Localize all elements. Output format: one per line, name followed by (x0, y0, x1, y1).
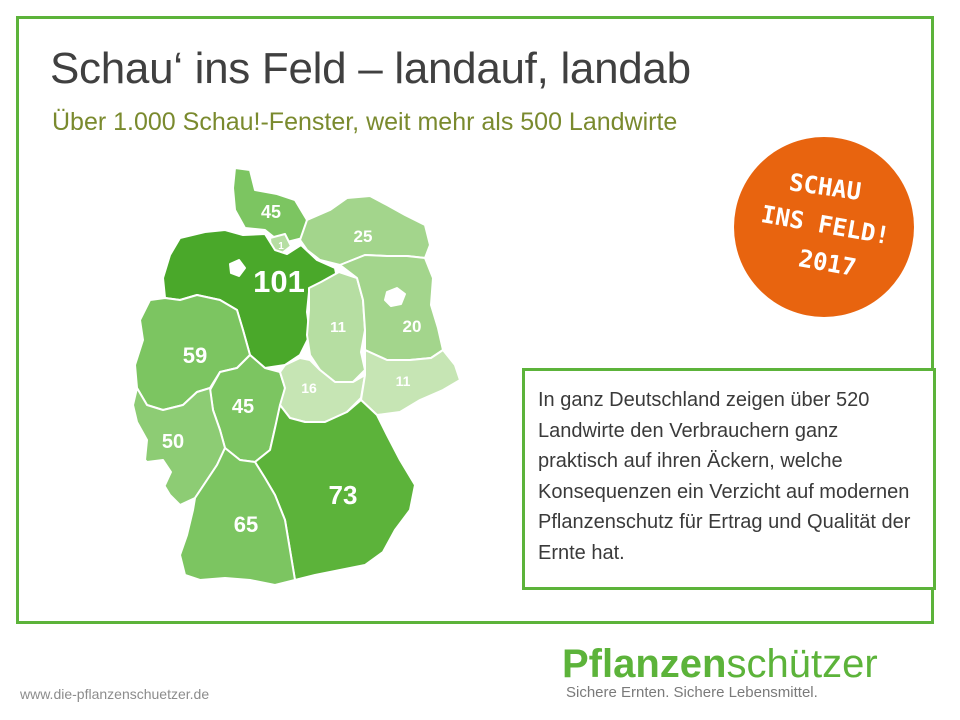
label-brandenburg: 20 (403, 317, 422, 336)
label-niedersachsen: 101 (253, 264, 305, 299)
logo-tagline: Sichere Ernten. Sichere Lebensmittel. (566, 684, 818, 701)
badge-line-1: SCHAU (787, 168, 862, 206)
region-baden-wuerttemberg (179, 447, 296, 586)
logo-word-part-2: schützer (726, 642, 878, 686)
region-bremen (229, 259, 246, 277)
label-sachsen-anhalt: 11 (330, 319, 346, 336)
label-rheinland-pfalz: 50 (162, 431, 184, 453)
label-mecklenburg-vorpommern: 25 (354, 227, 373, 246)
region-schleswig-holstein (232, 167, 308, 243)
page-subtitle: Über 1.000 Schau!-Fenster, weit mehr als… (52, 108, 678, 136)
info-text: In ganz Deutschland zeigen über 520 Land… (538, 389, 911, 564)
label-nordrhein-westfalen: 59 (183, 343, 207, 368)
label-sachsen: 11 (396, 373, 411, 389)
region-sachsen (360, 349, 461, 416)
brand-logo: Pflanzenschützer Sichere Ernten. Sichere… (562, 640, 942, 710)
footer-website-link[interactable]: www.die-pflanzenschuetzer.de (20, 686, 210, 702)
region-saarland (144, 459, 172, 486)
event-badge: SCHAU INS FELD! 2017 (734, 137, 914, 317)
logo-word-part-1: Pflanzen (562, 642, 727, 686)
badge-line-2: INS FELD! (759, 200, 892, 250)
outer-frame (16, 16, 934, 624)
germany-map: 45 1 25 101 11 20 59 45 16 11 50 73 65 (132, 167, 461, 586)
badge-text-graphic: SCHAU INS FELD! 2017 (759, 168, 892, 282)
label-hessen: 45 (232, 396, 254, 418)
label-schleswig-holstein: 45 (261, 202, 281, 222)
badge-line-3: 2017 (796, 244, 858, 282)
region-berlin (384, 287, 406, 307)
label-baden-wuerttemberg: 65 (234, 512, 258, 537)
label-hamburg: 1 (278, 241, 284, 252)
info-box: In ganz Deutschland zeigen über 520 Land… (522, 368, 936, 590)
page-title: Schau‘ ins Feld – landauf, landab (50, 44, 691, 93)
label-thueringen: 16 (301, 380, 317, 396)
label-bayern: 73 (329, 480, 358, 510)
logo-wordmark: Pflanzenschützer (562, 640, 878, 688)
